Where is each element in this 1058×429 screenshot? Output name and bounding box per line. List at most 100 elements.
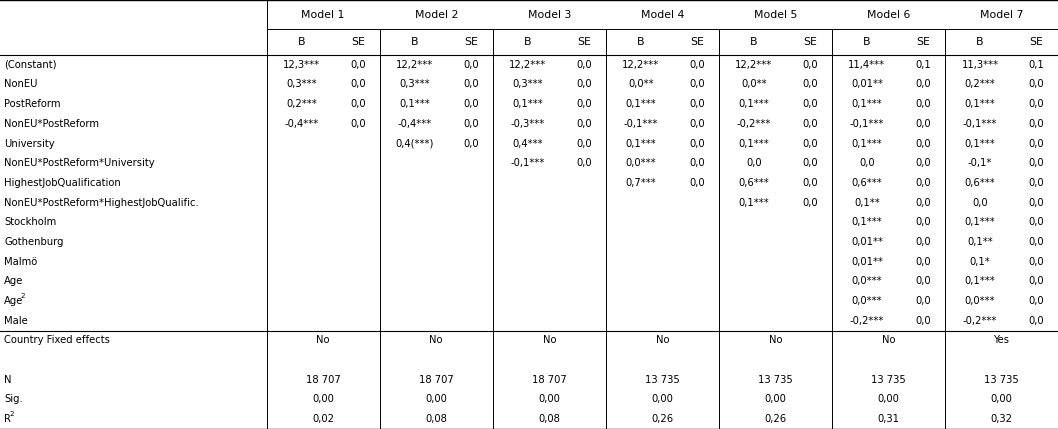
Text: 0,3***: 0,3*** — [400, 79, 430, 89]
Text: 0,1***: 0,1*** — [852, 99, 882, 109]
Text: Model 2: Model 2 — [415, 9, 458, 20]
Text: 0,0: 0,0 — [915, 158, 931, 168]
Text: 0,0***: 0,0*** — [852, 276, 882, 286]
Text: 0,6***: 0,6*** — [852, 178, 882, 188]
Text: -0,4***: -0,4*** — [285, 119, 318, 129]
Text: No: No — [316, 335, 330, 345]
Text: NonEU*PostReform: NonEU*PostReform — [4, 119, 99, 129]
Text: 0,1***: 0,1*** — [512, 99, 543, 109]
Text: 0,0: 0,0 — [463, 119, 479, 129]
Text: 11,3***: 11,3*** — [962, 60, 999, 70]
Text: Sig.: Sig. — [4, 395, 23, 405]
Text: No: No — [768, 335, 782, 345]
Text: HighestJobQualification: HighestJobQualification — [4, 178, 121, 188]
Text: 13 735: 13 735 — [645, 375, 679, 385]
Text: 2: 2 — [20, 293, 24, 299]
Text: 0,1***: 0,1*** — [852, 139, 882, 148]
Text: 0,0: 0,0 — [350, 79, 366, 89]
Text: SE: SE — [578, 37, 591, 47]
Text: 0,0: 0,0 — [1028, 198, 1044, 208]
Text: 0,0: 0,0 — [1028, 119, 1044, 129]
Text: B: B — [637, 37, 644, 47]
Text: 0,0***: 0,0*** — [965, 296, 996, 306]
Text: 0,0: 0,0 — [690, 178, 706, 188]
Text: 0,1**: 0,1** — [967, 237, 992, 247]
Text: 0,7***: 0,7*** — [625, 178, 656, 188]
Text: 0,00: 0,00 — [312, 395, 334, 405]
Text: 0,02: 0,02 — [312, 414, 334, 424]
Text: 0,0: 0,0 — [350, 60, 366, 70]
Text: -0,2***: -0,2*** — [736, 119, 771, 129]
Text: NonEU: NonEU — [4, 79, 38, 89]
Text: 0,0: 0,0 — [915, 257, 931, 267]
Text: 0,1***: 0,1*** — [738, 139, 769, 148]
Text: Country Fixed effects: Country Fixed effects — [4, 335, 110, 345]
Text: 0,0: 0,0 — [859, 158, 875, 168]
Text: 0,1***: 0,1*** — [965, 99, 996, 109]
Text: Model 5: Model 5 — [753, 9, 797, 20]
Text: B: B — [750, 37, 758, 47]
Text: 0,0: 0,0 — [577, 139, 592, 148]
Text: No: No — [881, 335, 895, 345]
Text: 0,1***: 0,1*** — [738, 99, 769, 109]
Text: 0,1***: 0,1*** — [625, 99, 656, 109]
Text: 18 707: 18 707 — [306, 375, 341, 385]
Text: 0,0: 0,0 — [803, 158, 818, 168]
Text: 0,01**: 0,01** — [851, 79, 883, 89]
Text: 0,3***: 0,3*** — [287, 79, 317, 89]
Text: Stockholm: Stockholm — [4, 217, 56, 227]
Text: 0,0**: 0,0** — [741, 79, 767, 89]
Text: B: B — [411, 37, 419, 47]
Text: 0,0: 0,0 — [463, 79, 479, 89]
Text: SE: SE — [916, 37, 930, 47]
Text: 18 707: 18 707 — [419, 375, 454, 385]
Text: 0,0: 0,0 — [1028, 178, 1044, 188]
Text: Age: Age — [4, 296, 23, 306]
Text: 0,1***: 0,1*** — [625, 139, 656, 148]
Text: 0,0: 0,0 — [915, 198, 931, 208]
Text: 0,6***: 0,6*** — [965, 178, 996, 188]
Text: Model 7: Model 7 — [980, 9, 1023, 20]
Text: 0,0: 0,0 — [915, 276, 931, 286]
Text: 0,08: 0,08 — [539, 414, 560, 424]
Text: SE: SE — [351, 37, 365, 47]
Text: 0,0: 0,0 — [690, 158, 706, 168]
Text: Model 6: Model 6 — [867, 9, 910, 20]
Text: 0,1: 0,1 — [915, 60, 931, 70]
Text: 0,01**: 0,01** — [851, 237, 883, 247]
Text: 0,0: 0,0 — [463, 99, 479, 109]
Text: PostReform: PostReform — [4, 99, 60, 109]
Text: 0,01**: 0,01** — [851, 257, 883, 267]
Text: 0,0: 0,0 — [915, 119, 931, 129]
Text: 0,0: 0,0 — [577, 119, 592, 129]
Text: 0,0: 0,0 — [350, 119, 366, 129]
Text: 0,0: 0,0 — [1028, 79, 1044, 89]
Text: 0,0: 0,0 — [915, 139, 931, 148]
Text: 13 735: 13 735 — [984, 375, 1019, 385]
Text: 0,26: 0,26 — [764, 414, 786, 424]
Text: 0,0***: 0,0*** — [852, 296, 882, 306]
Text: Model 4: Model 4 — [641, 9, 683, 20]
Text: Malmö: Malmö — [4, 257, 37, 267]
Text: 0,0: 0,0 — [915, 237, 931, 247]
Text: 0,0: 0,0 — [746, 158, 762, 168]
Text: 0,0: 0,0 — [577, 60, 592, 70]
Text: 0,0: 0,0 — [577, 99, 592, 109]
Text: 0,0: 0,0 — [1028, 296, 1044, 306]
Text: -0,2***: -0,2*** — [850, 316, 884, 326]
Text: 0,6***: 0,6*** — [738, 178, 769, 188]
Text: 13 735: 13 735 — [871, 375, 906, 385]
Text: 0,1***: 0,1*** — [852, 217, 882, 227]
Text: 0,0: 0,0 — [690, 139, 706, 148]
Text: Male: Male — [4, 316, 28, 326]
Text: No: No — [430, 335, 443, 345]
Text: SE: SE — [691, 37, 705, 47]
Text: University: University — [4, 139, 55, 148]
Text: 0,3***: 0,3*** — [512, 79, 543, 89]
Text: No: No — [656, 335, 669, 345]
Text: 0,1***: 0,1*** — [965, 217, 996, 227]
Text: 0,0: 0,0 — [803, 139, 818, 148]
Text: NonEU*PostReform*HighestJobQualific.: NonEU*PostReform*HighestJobQualific. — [4, 198, 199, 208]
Text: 0,0: 0,0 — [463, 139, 479, 148]
Text: 13 735: 13 735 — [758, 375, 792, 385]
